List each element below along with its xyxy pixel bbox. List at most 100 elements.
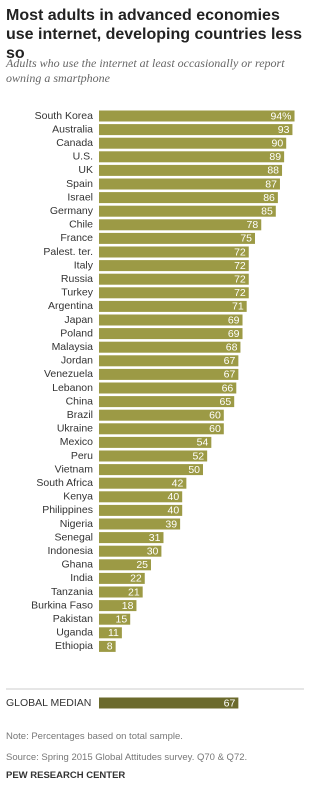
category-label: Poland	[60, 327, 93, 339]
bar	[99, 600, 137, 612]
category-label: Ghana	[61, 559, 93, 571]
value-label: 94%	[271, 110, 292, 122]
bar	[99, 396, 235, 408]
value-label: 85	[261, 205, 273, 217]
category-label: Mexico	[60, 436, 93, 448]
value-label: 39	[165, 518, 177, 530]
chart-subtitle: Adults who use the internet at least occ…	[6, 56, 285, 85]
category-label: Israel	[67, 191, 93, 203]
bar	[99, 450, 208, 462]
bar	[99, 341, 241, 353]
value-label: 75	[240, 233, 252, 245]
category-label: UK	[78, 164, 93, 176]
bar	[99, 532, 164, 544]
category-label: Ukraine	[57, 423, 93, 435]
category-label: U.S.	[73, 151, 93, 163]
value-label: 30	[147, 545, 159, 557]
value-label: 87	[265, 178, 277, 190]
category-label: Pakistan	[53, 613, 93, 625]
bar	[99, 423, 224, 435]
category-label: Lebanon	[52, 382, 93, 394]
chart-title: Most adults in advanced economies use in…	[6, 7, 303, 62]
category-label: France	[60, 232, 93, 244]
value-label: 93	[278, 124, 290, 136]
bar	[99, 287, 249, 299]
category-label: India	[70, 572, 93, 584]
value-label: 22	[130, 573, 142, 585]
value-label: 88	[267, 165, 279, 177]
category-label: Vietnam	[55, 463, 94, 475]
value-label: 18	[122, 600, 134, 612]
category-label: Burkina Faso	[31, 599, 93, 611]
page: Most adults in advanced economies use in…	[6, 7, 304, 781]
bar	[99, 409, 224, 421]
category-label: Germany	[50, 205, 94, 217]
bar	[99, 246, 249, 258]
category-label: Australia	[52, 123, 93, 135]
bar	[99, 219, 262, 231]
bar	[99, 355, 239, 367]
category-label: South Africa	[36, 477, 93, 489]
value-label: 66	[222, 382, 234, 394]
bar	[99, 572, 145, 584]
category-label: Japan	[64, 314, 93, 326]
bar	[99, 464, 203, 476]
organization: PEW RESEARCH CENTER	[6, 770, 126, 781]
bar	[99, 328, 243, 340]
bar	[99, 368, 239, 380]
value-label: 71	[232, 301, 244, 313]
value-label: 21	[128, 586, 140, 598]
bar	[99, 178, 280, 190]
bar	[99, 260, 249, 272]
bar	[99, 205, 276, 217]
value-label: 72	[234, 246, 246, 258]
category-label: Indonesia	[47, 545, 93, 557]
value-label: 72	[234, 273, 246, 285]
bar	[99, 124, 293, 136]
bar	[99, 382, 237, 394]
category-label: Uganda	[56, 627, 93, 639]
category-label: Chile	[69, 219, 93, 231]
category-label: Canada	[56, 137, 93, 149]
value-label: 67	[224, 355, 236, 367]
category-label: Tanzania	[51, 586, 93, 598]
bar	[99, 613, 131, 625]
category-label: Nigeria	[60, 518, 93, 530]
bar	[99, 232, 255, 244]
value-label: 54	[197, 437, 209, 449]
value-label: 65	[220, 396, 232, 408]
bar	[99, 559, 151, 571]
category-label: China	[66, 395, 94, 407]
bar	[99, 192, 278, 204]
bar	[99, 300, 247, 312]
category-label: Kenya	[63, 491, 93, 503]
bar	[99, 504, 183, 516]
note: Note: Percentages based on total sample.	[6, 731, 183, 742]
bar	[99, 273, 249, 285]
category-label: Senegal	[54, 531, 93, 543]
value-label: 68	[226, 341, 238, 353]
category-label: Jordan	[61, 355, 93, 367]
category-label: Malaysia	[52, 341, 94, 353]
bar	[99, 477, 187, 489]
value-label: 60	[209, 409, 221, 421]
category-label: Philippines	[42, 504, 93, 516]
bar	[99, 110, 295, 122]
value-label: 78	[247, 219, 259, 231]
value-label: 52	[192, 450, 204, 462]
category-label: Italy	[74, 259, 94, 271]
value-label: 69	[228, 328, 240, 340]
value-label: 31	[149, 532, 161, 544]
bar	[99, 627, 122, 639]
bar	[99, 518, 181, 530]
bar	[99, 491, 183, 503]
value-label: 8	[107, 641, 113, 653]
bar	[99, 151, 285, 163]
category-label: South Korea	[35, 110, 94, 122]
category-label: Palest. ter.	[43, 246, 93, 258]
value-label: 42	[172, 477, 184, 489]
category-label: Turkey	[61, 287, 93, 299]
bar	[99, 545, 162, 557]
chart: South Korea 94% Australia 93 Canada 90 U.S. 89 U…	[6, 110, 304, 709]
value-label: 90	[272, 137, 284, 149]
